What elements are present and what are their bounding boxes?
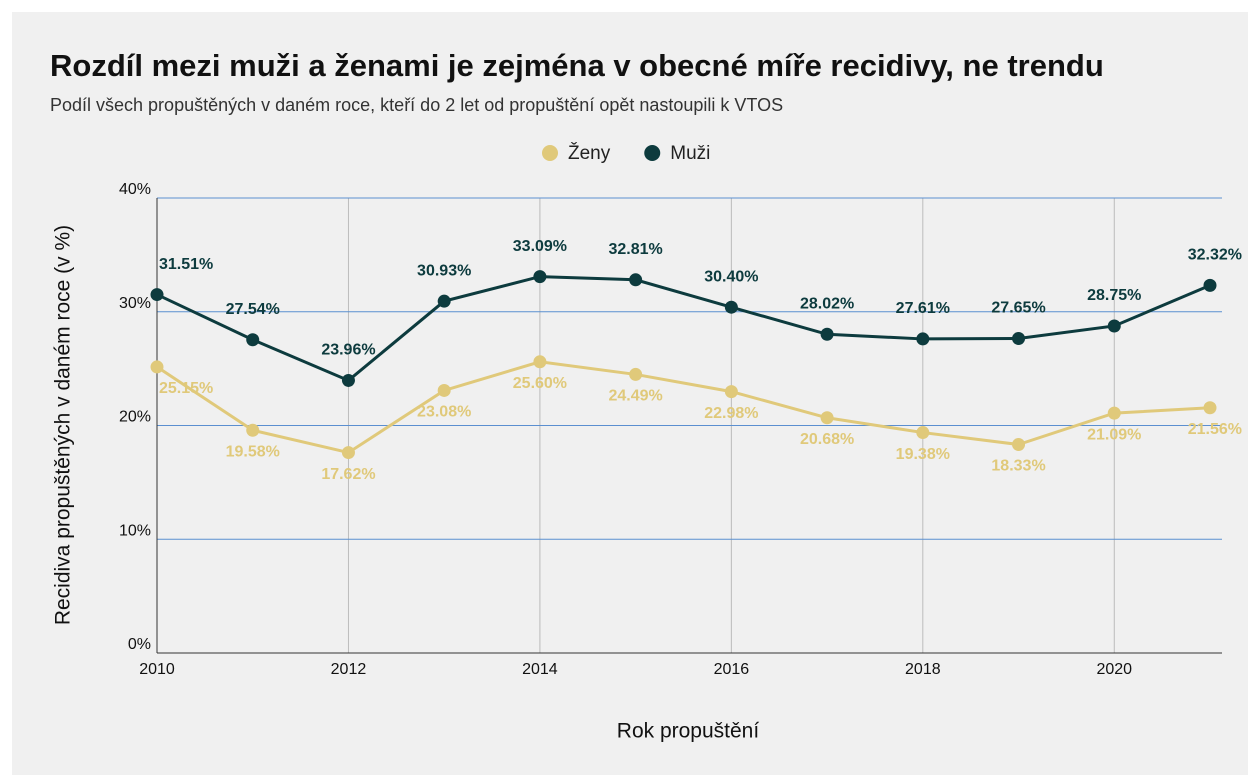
data-label: 30.40% <box>704 268 758 285</box>
data-point <box>629 273 643 287</box>
background <box>12 12 1248 775</box>
data-point <box>1107 319 1121 333</box>
x-tick-label: 2014 <box>522 661 558 678</box>
data-point <box>724 385 738 399</box>
data-point <box>246 423 260 437</box>
legend-marker <box>542 145 558 161</box>
x-axis-label: Rok propuštění <box>617 720 760 743</box>
chart-title: Rozdíl mezi muži a ženami je zejména v o… <box>50 48 1104 83</box>
data-label: 25.60% <box>513 375 567 392</box>
data-label: 27.54% <box>226 301 280 318</box>
legend-marker <box>644 145 661 161</box>
y-tick-label: 30% <box>119 295 151 312</box>
data-point <box>1012 331 1026 345</box>
data-point <box>1203 401 1217 415</box>
data-point <box>246 333 260 347</box>
data-label: 21.56% <box>1188 421 1242 438</box>
data-point <box>820 327 834 341</box>
data-label: 28.75% <box>1087 287 1141 304</box>
data-point <box>533 355 547 369</box>
data-point <box>916 332 930 346</box>
x-tick-label: 2012 <box>331 661 367 678</box>
data-point <box>341 446 355 460</box>
legend-label: Muži <box>670 143 710 164</box>
data-point <box>341 373 355 387</box>
y-tick-label: 20% <box>119 409 151 426</box>
data-label: 19.58% <box>226 443 280 460</box>
data-label: 17.62% <box>321 466 375 483</box>
series-line <box>156 360 1211 455</box>
data-label: 23.08% <box>417 404 471 421</box>
data-label: 32.32% <box>1188 247 1242 264</box>
y-tick-label: 0% <box>128 636 151 653</box>
data-point <box>629 367 643 381</box>
data-point <box>437 294 451 308</box>
series-line <box>156 275 1211 383</box>
data-point <box>1107 406 1121 420</box>
data-label: 30.93% <box>417 262 471 279</box>
data-label: 27.61% <box>896 300 950 317</box>
x-tick-label: 2020 <box>1096 661 1132 678</box>
data-label: 32.81% <box>609 241 663 258</box>
data-point <box>1203 278 1217 292</box>
data-point <box>437 383 451 397</box>
data-point <box>150 288 164 302</box>
data-label: 28.02% <box>800 295 854 312</box>
data-label: 20.68% <box>800 431 854 448</box>
y-tick-label: 10% <box>119 522 151 539</box>
data-label: 33.09% <box>513 238 567 255</box>
data-point <box>150 360 164 374</box>
data-point <box>533 270 547 284</box>
data-point <box>1012 437 1026 451</box>
x-tick-label: 2018 <box>905 661 941 678</box>
data-label: 27.65% <box>991 300 1045 317</box>
y-axis-label: Recidiva propuštěných v daném roce (v %) <box>52 225 75 625</box>
x-tick-label: 2010 <box>139 661 175 678</box>
data-label: 22.98% <box>704 405 758 422</box>
data-label: 25.15% <box>159 380 213 397</box>
data-label: 21.09% <box>1087 426 1141 443</box>
data-label: 23.96% <box>321 342 375 359</box>
data-label: 31.51% <box>159 256 213 273</box>
data-label: 18.33% <box>991 458 1045 475</box>
data-label: 19.38% <box>896 446 950 463</box>
chart-subtitle: Podíl všech propuštěných v daném roce, k… <box>50 95 783 115</box>
legend-label: Ženy <box>568 142 611 164</box>
data-point <box>916 426 930 440</box>
x-tick-label: 2016 <box>714 661 750 678</box>
data-point <box>724 300 738 314</box>
data-label: 24.49% <box>609 388 663 405</box>
y-tick-label: 40% <box>119 181 151 198</box>
data-point <box>820 411 834 425</box>
